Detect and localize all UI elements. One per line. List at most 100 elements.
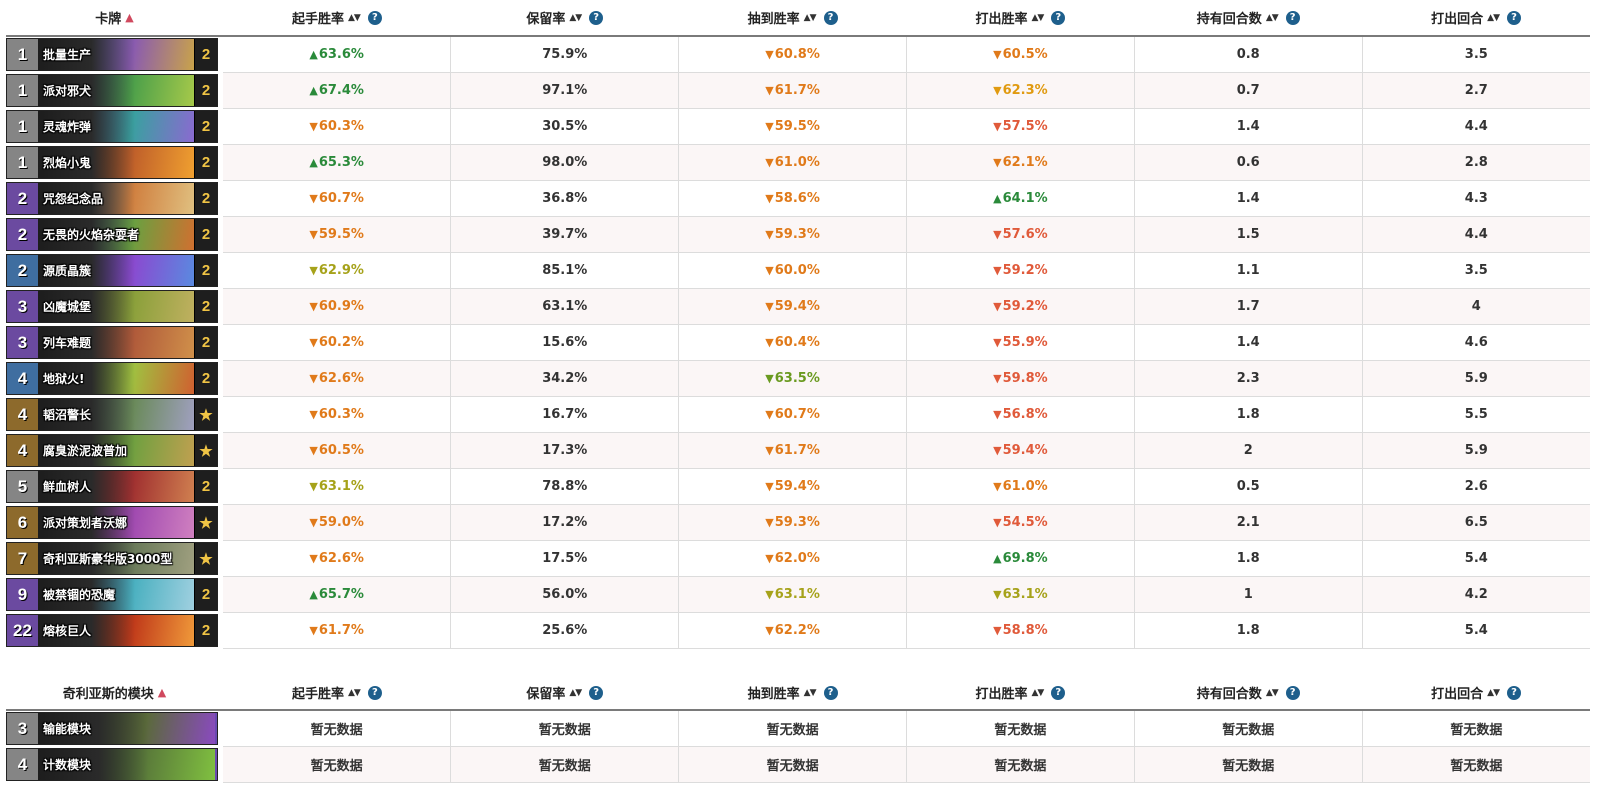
help-icon[interactable]: ? bbox=[589, 685, 604, 700]
table-row[interactable]: 5 鲜血树人 2 ▼63.1% 78.8% ▼59.4% ▼61.0% 0.5 2.6 bbox=[6, 468, 1590, 505]
card-tile[interactable]: 4 计数模块 bbox=[6, 748, 218, 781]
sort-toggle-icon[interactable]: ▲▼ bbox=[803, 687, 817, 698]
header-content[interactable]: 打出胜率 ▲▼? bbox=[975, 8, 1066, 27]
sort-ascending-icon[interactable]: ▲ bbox=[157, 686, 167, 699]
card-tile[interactable]: 4 腐臭淤泥波普加 ★ bbox=[6, 434, 218, 467]
table-row[interactable]: 1 派对邪犬 2 ▲67.4% 97.1% ▼61.7% ▼62.3% 0.7 2.7 bbox=[6, 72, 1590, 109]
column-header[interactable]: 打出胜率 ▲▼? bbox=[906, 676, 1135, 711]
column-header[interactable]: 打出回合 ▲▼? bbox=[1362, 676, 1590, 711]
card-cell[interactable]: 4 计数模块 bbox=[6, 746, 223, 783]
card-tile[interactable]: 7 奇利亚斯豪华版3000型 ★ bbox=[6, 542, 218, 575]
card-tile[interactable]: 3 列车难题 2 bbox=[6, 326, 218, 359]
header-content[interactable]: 保留率 ▲▼? bbox=[526, 683, 604, 702]
column-header[interactable]: 打出回合 ▲▼? bbox=[1362, 0, 1590, 37]
card-cell[interactable]: 2 源质晶簇 2 bbox=[6, 252, 223, 289]
card-cell[interactable]: 3 凶魔城堡 2 bbox=[6, 288, 223, 325]
sort-toggle-icon[interactable]: ▲▼ bbox=[1487, 12, 1500, 23]
sort-toggle-icon[interactable]: ▲▼ bbox=[1265, 12, 1279, 23]
table-row[interactable]: 1 烈焰小鬼 2 ▲65.3% 98.0% ▼61.0% ▼62.1% 0.6 2.8 bbox=[6, 144, 1590, 181]
card-cell[interactable]: 6 派对策划者沃娜 ★ bbox=[6, 504, 223, 541]
card-tile[interactable]: 4 韬沼警长 ★ bbox=[6, 398, 218, 431]
sort-toggle-icon[interactable]: ▲▼ bbox=[1487, 687, 1500, 698]
sort-toggle-icon[interactable]: ▲▼ bbox=[569, 12, 582, 23]
help-icon[interactable]: ? bbox=[1051, 685, 1066, 700]
column-header[interactable]: 起手胜率 ▲▼? bbox=[223, 676, 451, 711]
help-icon[interactable]: ? bbox=[823, 685, 838, 700]
card-cell[interactable]: 3 列车难题 2 bbox=[6, 324, 223, 361]
card-cell[interactable]: 4 韬沼警长 ★ bbox=[6, 396, 223, 433]
help-icon[interactable]: ? bbox=[1285, 685, 1300, 700]
sort-toggle-icon[interactable]: ▲▼ bbox=[1265, 687, 1279, 698]
card-cell[interactable]: 5 鲜血树人 2 bbox=[6, 468, 223, 505]
card-cell[interactable]: 3 输能模块 bbox=[6, 710, 223, 747]
table-row[interactable]: 2 咒怨纪念品 2 ▼60.7% 36.8% ▼58.6% ▲64.1% 1.4 4.3 bbox=[6, 180, 1590, 217]
header-content[interactable]: 打出回合 ▲▼? bbox=[1431, 8, 1521, 27]
card-tile[interactable]: 4 地狱火! 2 bbox=[6, 362, 218, 395]
card-tile[interactable]: 6 派对策划者沃娜 ★ bbox=[6, 506, 218, 539]
column-header[interactable]: 持有回合数 ▲▼? bbox=[1134, 0, 1363, 37]
column-header-card[interactable]: 奇利亚斯的模块 ▲ bbox=[6, 676, 223, 711]
column-header[interactable]: 保留率 ▲▼? bbox=[450, 0, 679, 37]
table-row[interactable]: 1 灵魂炸弹 2 ▼60.3% 30.5% ▼59.5% ▼57.5% 1.4 4.4 bbox=[6, 108, 1590, 145]
column-header[interactable]: 保留率 ▲▼? bbox=[450, 676, 679, 711]
header-content[interactable]: 奇利亚斯的模块 ▲ bbox=[63, 683, 166, 702]
table-row[interactable]: 1 批量生产 2 ▲63.6% 75.9% ▼60.8% ▼60.5% 0.8 3.5 bbox=[6, 36, 1590, 73]
card-cell[interactable]: 2 无畏的火焰杂耍者 2 bbox=[6, 216, 223, 253]
sort-toggle-icon[interactable]: ▲▼ bbox=[348, 687, 361, 698]
table-row[interactable]: 4 地狱火! 2 ▼62.6% 34.2% ▼63.5% ▼59.8% 2.3 5.9 bbox=[6, 360, 1590, 397]
header-content[interactable]: 打出胜率 ▲▼? bbox=[975, 683, 1066, 702]
header-content[interactable]: 起手胜率 ▲▼? bbox=[292, 683, 382, 702]
card-cell[interactable]: 4 地狱火! 2 bbox=[6, 360, 223, 397]
sort-toggle-icon[interactable]: ▲▼ bbox=[348, 12, 361, 23]
table-row[interactable]: 2 无畏的火焰杂耍者 2 ▼59.5% 39.7% ▼59.3% ▼57.6% 1.5 4.4 bbox=[6, 216, 1590, 253]
header-content[interactable]: 抽到胜率 ▲▼? bbox=[748, 8, 838, 27]
column-header[interactable]: 抽到胜率 ▲▼? bbox=[678, 0, 907, 37]
sort-ascending-icon[interactable]: ▲ bbox=[125, 11, 134, 24]
card-tile[interactable]: 3 凶魔城堡 2 bbox=[6, 290, 218, 323]
card-tile[interactable]: 1 灵魂炸弹 2 bbox=[6, 110, 218, 143]
sort-toggle-icon[interactable]: ▲▼ bbox=[803, 12, 817, 23]
header-content[interactable]: 起手胜率 ▲▼? bbox=[292, 8, 382, 27]
table-row[interactable]: 7 奇利亚斯豪华版3000型 ★ ▼62.6% 17.5% ▼62.0% ▲69.8% 1.8… bbox=[6, 540, 1590, 577]
table-row[interactable]: 4 韬沼警长 ★ ▼60.3% 16.7% ▼60.7% ▼56.8% 1.8 5.5 bbox=[6, 396, 1590, 433]
column-header-card[interactable]: 卡牌 ▲ bbox=[6, 0, 223, 37]
table-row[interactable]: 3 列车难题 2 ▼60.2% 15.6% ▼60.4% ▼55.9% 1.4 4.6 bbox=[6, 324, 1590, 361]
card-cell[interactable]: 1 灵魂炸弹 2 bbox=[6, 108, 223, 145]
help-icon[interactable]: ? bbox=[367, 685, 382, 700]
card-cell[interactable]: 2 咒怨纪念品 2 bbox=[6, 180, 223, 217]
column-header[interactable]: 打出胜率 ▲▼? bbox=[906, 0, 1135, 37]
help-icon[interactable]: ? bbox=[1285, 10, 1300, 25]
header-content[interactable]: 持有回合数 ▲▼? bbox=[1197, 8, 1300, 27]
help-icon[interactable]: ? bbox=[367, 10, 382, 25]
header-content[interactable]: 抽到胜率 ▲▼? bbox=[748, 683, 838, 702]
card-tile[interactable]: 2 咒怨纪念品 2 bbox=[6, 182, 218, 215]
card-tile[interactable]: 5 鲜血树人 2 bbox=[6, 470, 218, 503]
table-row[interactable]: 3 输能模块 暂无数据 暂无数据 暂无数据 暂无数据 暂无数据 暂无数据 bbox=[6, 710, 1590, 747]
help-icon[interactable]: ? bbox=[589, 10, 604, 25]
card-tile[interactable]: 1 批量生产 2 bbox=[6, 38, 218, 71]
header-content[interactable]: 卡牌 ▲ bbox=[95, 8, 133, 27]
card-cell[interactable]: 1 批量生产 2 bbox=[6, 36, 223, 73]
column-header[interactable]: 起手胜率 ▲▼? bbox=[223, 0, 451, 37]
help-icon[interactable]: ? bbox=[1051, 10, 1066, 25]
card-tile[interactable]: 1 派对邪犬 2 bbox=[6, 74, 218, 107]
help-icon[interactable]: ? bbox=[1507, 10, 1521, 25]
card-cell[interactable]: 1 派对邪犬 2 bbox=[6, 72, 223, 109]
card-cell[interactable]: 1 烈焰小鬼 2 bbox=[6, 144, 223, 181]
help-icon[interactable]: ? bbox=[823, 10, 838, 25]
card-tile[interactable]: 22 熔核巨人 2 bbox=[6, 614, 218, 647]
table-row[interactable]: 9 被禁锢的恐魔 2 ▲65.7% 56.0% ▼63.1% ▼63.1% 1 4.2 bbox=[6, 576, 1590, 613]
column-header[interactable]: 抽到胜率 ▲▼? bbox=[678, 676, 907, 711]
table-row[interactable]: 4 腐臭淤泥波普加 ★ ▼60.5% 17.3% ▼61.7% ▼59.4% 2 5.9 bbox=[6, 432, 1590, 469]
card-tile[interactable]: 1 烈焰小鬼 2 bbox=[6, 146, 218, 179]
header-content[interactable]: 持有回合数 ▲▼? bbox=[1197, 683, 1300, 702]
card-tile[interactable]: 2 无畏的火焰杂耍者 2 bbox=[6, 218, 218, 251]
card-cell[interactable]: 9 被禁锢的恐魔 2 bbox=[6, 576, 223, 613]
card-cell[interactable]: 7 奇利亚斯豪华版3000型 ★ bbox=[6, 540, 223, 577]
header-content[interactable]: 打出回合 ▲▼? bbox=[1431, 683, 1521, 702]
sort-toggle-icon[interactable]: ▲▼ bbox=[1031, 12, 1044, 23]
card-cell[interactable]: 22 熔核巨人 2 bbox=[6, 612, 223, 649]
sort-toggle-icon[interactable]: ▲▼ bbox=[569, 687, 582, 698]
table-row[interactable]: 22 熔核巨人 2 ▼61.7% 25.6% ▼62.2% ▼58.8% 1.8 5.4 bbox=[6, 612, 1590, 649]
table-row[interactable]: 3 凶魔城堡 2 ▼60.9% 63.1% ▼59.4% ▼59.2% 1.7 4 bbox=[6, 288, 1590, 325]
